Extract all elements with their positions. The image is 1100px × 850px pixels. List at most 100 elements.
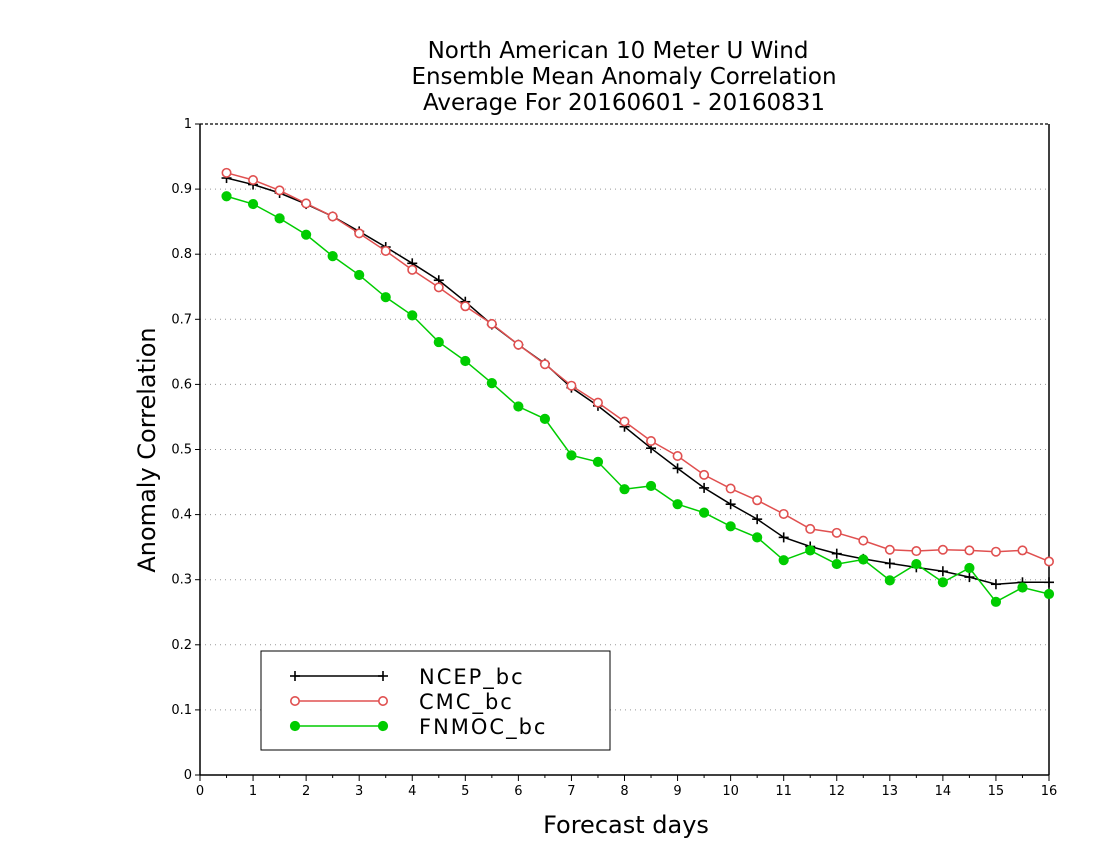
data-point-fnmoc-bc <box>486 377 497 389</box>
legend-marker-fnmoc-bc <box>289 720 301 732</box>
data-point-cmc-bc <box>911 546 922 557</box>
grid-lines <box>200 188 1049 711</box>
data-point-fnmoc-bc <box>380 292 391 303</box>
data-series <box>221 167 1055 607</box>
legend-entry-ncep-bc: NCEP_bc <box>290 665 525 690</box>
legend-marker-cmc-bc <box>289 695 300 706</box>
x-tick-label: 12 <box>828 784 845 799</box>
data-point-ncep-bc <box>937 566 948 577</box>
legend-entry-fnmoc-bc: FNMOC_bc <box>289 715 545 740</box>
data-point-ncep-bc <box>990 579 1001 590</box>
data-point-cmc-bc <box>858 535 869 546</box>
data-point-fnmoc-bc <box>592 456 604 467</box>
series-line-fnmoc-bc <box>226 195 1050 603</box>
data-point-ncep-bc <box>831 548 842 559</box>
x-axis-label: Forecast days <box>543 811 709 839</box>
data-point-ncep-bc <box>884 558 895 569</box>
x-tick-label: 16 <box>1041 784 1058 799</box>
x-tick-label: 10 <box>722 784 739 799</box>
data-point-ncep-bc <box>778 532 789 543</box>
data-point-ncep-bc <box>699 482 710 493</box>
data-point-fnmoc-bc <box>805 545 816 556</box>
data-point-cmc-bc <box>937 544 948 555</box>
chart-title-line-2: Ensemble Mean Anomaly Correlation <box>411 64 836 90</box>
data-point-cmc-bc <box>699 469 710 480</box>
x-tick-label: 7 <box>567 784 575 799</box>
legend-entry-cmc-bc: CMC_bc <box>289 690 514 715</box>
legend-label-ncep-bc: NCEP_bc <box>419 665 525 690</box>
data-point-fnmoc-bc <box>645 480 657 492</box>
data-point-cmc-bc <box>990 546 1001 557</box>
series-line-ncep-bc <box>226 177 1049 586</box>
axes: 00.10.20.30.40.50.60.70.80.910 1 2 3 4 5 6 7 8 9 1… <box>171 117 1057 799</box>
data-point-fnmoc-bc <box>513 401 524 412</box>
data-point-cmc-bc <box>752 495 763 506</box>
y-tick-label: 0.4 <box>171 508 192 523</box>
data-point-fnmoc-bc <box>725 521 736 532</box>
data-point-cmc-bc <box>831 527 842 538</box>
x-tick-label: 13 <box>882 784 899 799</box>
legend-marker-ncep-bc <box>290 671 300 681</box>
data-point-cmc-bc <box>221 167 232 178</box>
data-point-ncep-bc <box>752 514 763 525</box>
y-tick-label: 0 <box>184 768 192 783</box>
data-point-fnmoc-bc <box>698 507 710 518</box>
y-tick-label: 0.2 <box>171 638 192 653</box>
data-point-cmc-bc <box>327 211 338 222</box>
x-tick-label: 0 <box>196 784 204 799</box>
data-point-fnmoc-bc <box>460 355 471 367</box>
data-point-fnmoc-bc <box>539 413 551 425</box>
x-tick-label: 1 <box>249 784 257 799</box>
legend-marker-cmc-bc <box>377 695 388 706</box>
data-point-cmc-bc <box>592 397 603 408</box>
data-point-fnmoc-bc <box>884 575 895 586</box>
x-tick-label: 8 <box>620 784 628 799</box>
series-fnmoc-bc <box>221 191 1055 607</box>
data-point-ncep-bc <box>964 572 975 583</box>
x-tick-label: 15 <box>988 784 1005 799</box>
data-point-fnmoc-bc <box>1043 588 1055 600</box>
x-tick-label: 4 <box>408 784 416 799</box>
data-point-fnmoc-bc <box>937 577 948 588</box>
data-point-ncep-bc <box>725 499 736 510</box>
data-point-cmc-bc <box>539 359 550 370</box>
y-tick-label: 0.8 <box>171 247 192 262</box>
legend-label-cmc-bc: CMC_bc <box>419 690 514 715</box>
x-tick-label: 2 <box>302 784 310 799</box>
legend-marker-fnmoc-bc <box>377 720 389 732</box>
data-point-ncep-bc <box>672 463 683 474</box>
data-point-cmc-bc <box>778 508 789 519</box>
x-tick-label: 6 <box>514 784 522 799</box>
series-line-cmc-bc <box>226 172 1050 563</box>
data-point-fnmoc-bc <box>911 558 922 570</box>
data-point-cmc-bc <box>433 282 444 293</box>
data-point-cmc-bc <box>407 264 418 275</box>
y-tick-label: 0.3 <box>171 573 192 588</box>
data-point-fnmoc-bc <box>354 269 365 281</box>
data-point-fnmoc-bc <box>672 499 683 510</box>
data-point-fnmoc-bc <box>301 229 312 240</box>
data-point-fnmoc-bc <box>247 198 259 210</box>
data-point-cmc-bc <box>725 483 736 494</box>
data-point-fnmoc-bc <box>831 558 842 570</box>
data-point-fnmoc-bc <box>566 450 577 461</box>
data-point-fnmoc-bc <box>327 251 338 262</box>
chart-title-line-1: North American 10 Meter U Wind <box>428 38 809 64</box>
data-point-fnmoc-bc <box>778 555 789 566</box>
data-point-cmc-bc <box>566 380 577 391</box>
data-point-cmc-bc <box>805 523 816 534</box>
data-point-ncep-bc <box>1044 577 1054 588</box>
data-point-fnmoc-bc <box>858 554 869 565</box>
y-tick-label: 0.1 <box>171 703 192 718</box>
data-point-cmc-bc <box>513 339 524 350</box>
data-point-fnmoc-bc <box>274 213 285 224</box>
data-point-fnmoc-bc <box>619 484 630 495</box>
y-tick-label: 1 <box>184 117 192 132</box>
legend-marker-ncep-bc <box>378 671 388 681</box>
y-tick-label: 0.5 <box>171 443 192 458</box>
y-axis-label: Anomaly Correlation <box>133 327 161 572</box>
y-tick-label: 0.7 <box>171 312 192 327</box>
data-point-fnmoc-bc <box>1017 582 1028 593</box>
